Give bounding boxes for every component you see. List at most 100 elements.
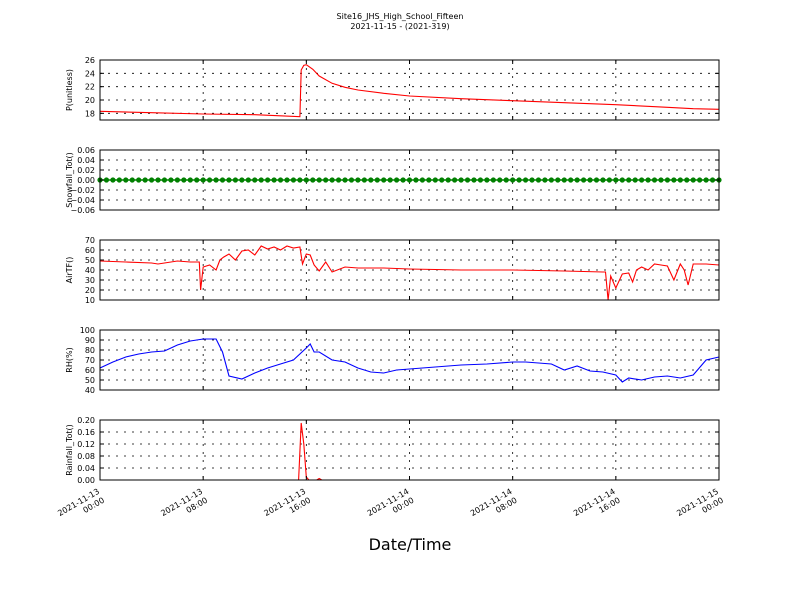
snowfall-marker (432, 177, 438, 183)
airtemp-series-line (99, 245, 720, 301)
snowfall-marker (477, 177, 484, 183)
snowfall-marker (297, 177, 303, 183)
snowfall-marker (213, 177, 219, 183)
snowfall-marker (207, 177, 213, 183)
snowfall-marker (400, 177, 406, 183)
humidity-ylabel: RH(%) (65, 347, 74, 372)
x-tick-label: 2021-11-1500:00 (675, 487, 725, 527)
snowfall-marker (651, 177, 658, 183)
snowfall-marker (142, 177, 148, 183)
snowfall-marker (187, 177, 193, 183)
x-tick-labels: 2021-11-1300:00 2021-11-1308:00 2021-11-13… (56, 487, 725, 527)
snowfall-marker (645, 177, 651, 183)
snowfall-marker (129, 177, 135, 183)
snowfall-marker (664, 177, 671, 183)
x-axis-label: Date/Time (369, 535, 452, 554)
snowfall-markers (97, 177, 722, 183)
x-tick-label: 2021-11-1308:00 (159, 487, 209, 527)
snowfall-marker (555, 177, 561, 183)
snowfall-marker (490, 177, 496, 183)
snowfall-marker (155, 177, 161, 183)
airtemp-ylabel: AirTF() (65, 257, 74, 284)
snowfall-ytick-label: −0.04 (70, 196, 95, 205)
snowfall-marker (148, 177, 155, 183)
panel-snowfall: −0.06−0.04−0.020.000.020.040.06Snowfall_… (65, 146, 722, 215)
snowfall-marker (355, 177, 361, 183)
snowfall-marker (542, 177, 548, 183)
snowfall-marker (271, 177, 277, 183)
snowfall-marker (303, 177, 309, 183)
snowfall-marker (161, 177, 168, 183)
airtemp-ytick-label: 70 (85, 236, 95, 245)
airtemp-ytick-label: 20 (85, 286, 95, 295)
snowfall-marker (587, 177, 593, 183)
snowfall-marker (548, 177, 554, 183)
snowfall-marker (561, 177, 567, 183)
snowfall-marker (174, 177, 180, 183)
snowfall-marker (484, 177, 490, 183)
snowfall-marker (239, 177, 245, 183)
rainfall-ytick-label: 0.00 (77, 476, 95, 485)
snowfall-marker (606, 177, 612, 183)
snowfall-ytick-label: −0.02 (70, 186, 95, 195)
snowfall-marker (232, 177, 239, 183)
snowfall-marker (342, 177, 348, 183)
snowfall-marker (419, 177, 425, 183)
snowfall-marker (368, 177, 374, 183)
snowfall-marker (406, 177, 413, 183)
snowfall-marker (639, 177, 645, 183)
snowfall-marker (290, 177, 297, 183)
snowfall-marker (445, 177, 451, 183)
snowfall-marker (123, 177, 129, 183)
pressure-ytick-label: 26 (85, 56, 95, 65)
panel-pressure: 18 20 22 24 26 P(unitless) (65, 56, 720, 121)
figure-subtitle: 2021-11-15 - (2021-319) (350, 22, 449, 31)
pressure-ylabel: P(unitless) (65, 69, 74, 111)
snowfall-marker (510, 177, 516, 183)
humidity-ytick-label: 70 (85, 356, 95, 365)
snowfall-marker (503, 177, 509, 183)
snowfall-marker (194, 177, 200, 183)
snowfall-marker (374, 177, 380, 183)
snowfall-marker (316, 177, 322, 183)
snowfall-marker (219, 177, 226, 183)
snowfall-marker (516, 177, 522, 183)
x-tick-label: 2021-11-1400:00 (366, 487, 416, 527)
snowfall-marker (277, 177, 284, 183)
snowfall-marker (600, 177, 606, 183)
snowfall-marker (458, 177, 464, 183)
snowfall-marker (452, 177, 458, 183)
humidity-series-line (99, 338, 720, 383)
snowfall-marker (426, 177, 432, 183)
snowfall-marker (168, 177, 174, 183)
snowfall-ylabel: Snowfall_Tot() (65, 152, 74, 208)
snowfall-marker (394, 177, 400, 183)
pressure-series-line (99, 64, 720, 118)
snowfall-marker (252, 177, 258, 183)
snowfall-marker (709, 177, 716, 183)
snowfall-marker (181, 177, 187, 183)
figure-title: Site16_JHS_High_School_Fifteen (337, 12, 464, 21)
snowfall-marker (348, 177, 355, 183)
snowfall-marker (632, 177, 638, 183)
x-tick-label: 2021-11-1416:00 (572, 487, 622, 527)
pressure-ytick-label: 20 (85, 96, 95, 105)
pressure-ytick-label: 18 (85, 109, 95, 118)
rainfall-ytick-label: 0.16 (77, 428, 95, 437)
x-tick-label: 2021-11-1408:00 (469, 487, 519, 527)
snowfall-marker (103, 177, 110, 183)
snowfall-marker (619, 177, 625, 183)
snowfall-marker (323, 177, 329, 183)
snowfall-ytick-label: −0.06 (70, 206, 95, 215)
snowfall-marker (387, 177, 393, 183)
snowfall-ytick-label: 0.06 (77, 146, 95, 155)
snowfall-marker (613, 177, 619, 183)
snowfall-marker (226, 177, 232, 183)
snowfall-marker (574, 177, 580, 183)
snowfall-marker (381, 177, 387, 183)
snowfall-marker (690, 177, 696, 183)
snowfall-marker (671, 177, 677, 183)
